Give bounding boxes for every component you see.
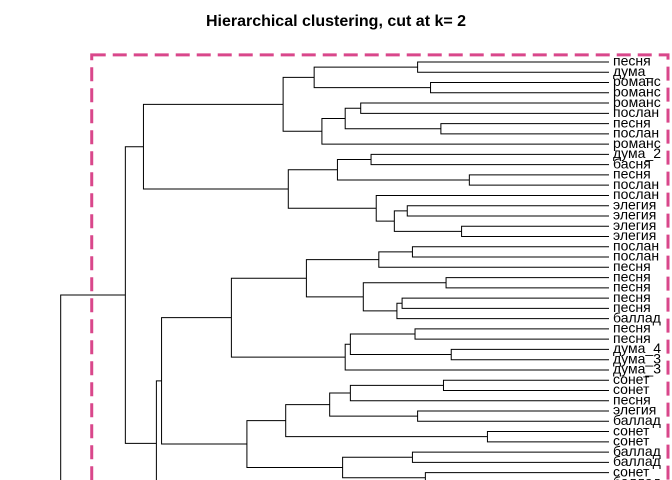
dendrogram-branch	[282, 76, 322, 132]
dendrogram-branch	[344, 343, 609, 371]
leaf-label: элегия	[613, 196, 656, 212]
dendrogram-branch	[468, 174, 609, 186]
leaf-label: послан	[613, 237, 659, 253]
leaf-label: сонет	[613, 422, 650, 438]
dendrogram-branch	[411, 451, 609, 463]
dendrogram-branch	[417, 61, 609, 73]
leaf-label: послан	[613, 125, 659, 141]
leaf-label: баллад	[613, 443, 661, 459]
dendrogram-branch	[375, 194, 609, 222]
dendrogram-branch	[344, 107, 441, 130]
dendrogram-branch	[445, 277, 609, 289]
dendrogram-branch	[362, 282, 447, 312]
dendrogram-branch	[230, 277, 346, 358]
dendrogram-branch	[142, 103, 289, 190]
leaf-label: сонет	[613, 381, 650, 397]
dendrogram-branch	[124, 146, 157, 444]
leaf-label: баллад	[613, 453, 661, 469]
dendrogram-branch	[287, 169, 377, 209]
dendrogram-branch	[329, 392, 418, 417]
leaf-label: романс	[613, 94, 661, 110]
dendrogram-branch	[285, 404, 488, 438]
dendrogram-branch	[378, 251, 609, 268]
leaf-label: песня	[613, 320, 651, 336]
leaf-label: послан	[613, 248, 659, 264]
chart-title: Hierarchical clustering, cut at k= 2	[206, 13, 466, 30]
dendrogram-branch	[401, 297, 609, 309]
dendrogram-branch	[411, 246, 609, 258]
leaf-label: баллад	[613, 474, 661, 480]
dendrogram-branch	[396, 302, 609, 320]
dendrogram-branch	[321, 117, 609, 145]
leaf-label: послан	[613, 104, 659, 120]
leaf-label: послан	[613, 186, 659, 202]
leaf-label: баллад	[613, 412, 661, 428]
dendrogram-branch	[246, 420, 343, 468]
leaf-label: песня	[613, 391, 651, 407]
leaf-label: послан	[613, 176, 659, 192]
dendrogram-branch	[360, 102, 609, 114]
dendrogram-branch	[450, 348, 609, 361]
leaf-label: дума_4	[613, 340, 661, 356]
dendrogram-branch	[442, 379, 609, 391]
dendrogram-branch	[370, 153, 609, 166]
leaf-label: романс	[613, 135, 661, 151]
leaf-label: романс	[613, 83, 661, 99]
dendrogram-branch	[342, 456, 426, 479]
leaf-label: дума_3	[613, 361, 661, 377]
leaf-label: элегия	[613, 227, 656, 243]
leaf-label: баллад	[613, 309, 661, 325]
cluster-box	[90, 53, 670, 480]
dendrogram-branch	[313, 66, 431, 89]
dendrogram-branch	[349, 333, 452, 356]
leaf-label: песня	[613, 258, 651, 274]
dendrogram-branch	[406, 205, 609, 217]
leaf-label: песня	[613, 53, 651, 69]
leaf-label: элегия	[613, 217, 656, 233]
leaf-label: дума_	[613, 63, 653, 79]
leaf-label: дума_3	[613, 350, 661, 366]
dendrogram-branch	[417, 410, 609, 422]
dendrogram-branch	[305, 259, 379, 298]
leaf-label: сонет	[613, 433, 650, 449]
leaf-label: песня	[613, 279, 651, 295]
dendrogram-branch	[155, 380, 162, 480]
leaf-label: песня	[613, 289, 651, 305]
leaf-label: песня	[613, 268, 651, 284]
dendrogram-branch	[424, 472, 609, 480]
leaf-label: сонет	[613, 371, 650, 387]
leaf-label: песня	[613, 114, 651, 130]
dendrogram-branch	[486, 431, 609, 443]
dendrogram-branch	[414, 328, 609, 340]
dendrogram-branch	[461, 225, 609, 238]
dendrogram-branch	[440, 123, 609, 135]
leaf-label: элегия	[613, 207, 656, 223]
dendrogram-branch	[336, 159, 470, 181]
leaf-label: песня	[613, 330, 651, 346]
leaf-label: сонет	[613, 463, 650, 479]
dendrogram-branch	[161, 317, 247, 445]
leaf-label: элегия	[613, 402, 656, 418]
dendrogram-branch	[430, 82, 609, 94]
leaf-label: песня	[613, 166, 651, 182]
dendrogram-branch	[393, 210, 462, 232]
dendrogram-branch	[60, 294, 126, 480]
dendrogram-branch	[349, 384, 609, 402]
leaf-label: басня	[613, 155, 651, 171]
leaf-label: дума_2	[613, 145, 661, 161]
leaf-label: песня	[613, 299, 651, 315]
leaf-label: романс	[613, 73, 661, 89]
